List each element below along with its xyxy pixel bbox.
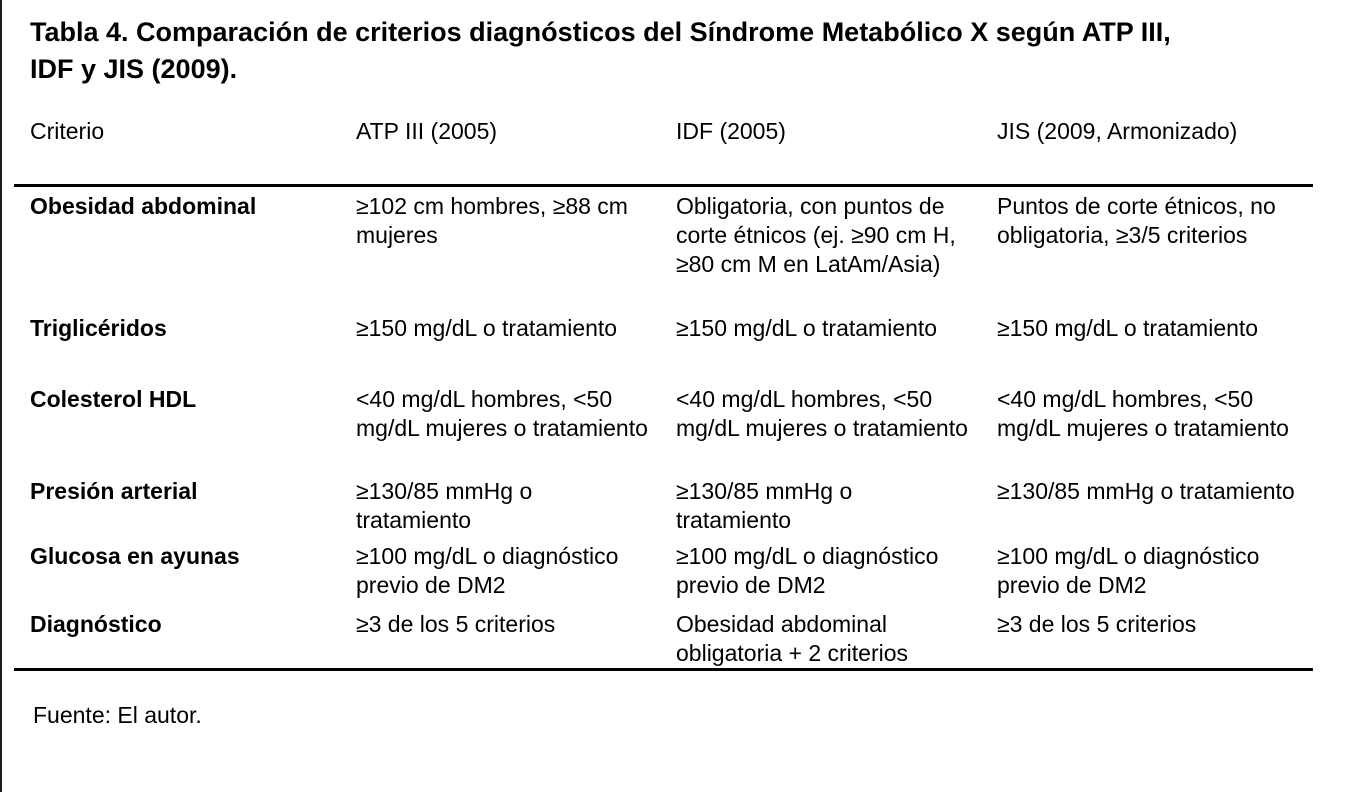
- table-row: Colesterol HDL <40 mg/dL hombres, <50 mg…: [14, 380, 1313, 472]
- comparison-table: Criterio ATP III (2005) IDF (2005) JIS (…: [14, 118, 1313, 671]
- row-label: Diagnóstico: [30, 611, 162, 637]
- column-header-criterio: Criterio: [30, 118, 105, 144]
- cell-idf: ≥130/85 mmHg o tratamiento: [676, 478, 853, 533]
- row-label: Obesidad abdominal: [30, 193, 257, 219]
- table-row: Presión arterial ≥130/85 mmHg o tratamie…: [14, 472, 1313, 537]
- row-label: Triglicéridos: [30, 315, 167, 341]
- cell-atp: <40 mg/dL hombres, <50 mg/dL mujeres o t…: [356, 386, 648, 441]
- cell-jis: ≥100 mg/dL o diagnóstico previo de DM2: [997, 543, 1260, 598]
- table-row: Triglicéridos ≥150 mg/dL o tratamiento ≥…: [14, 309, 1313, 380]
- cell-jis: <40 mg/dL hombres, <50 mg/dL mujeres o t…: [997, 386, 1289, 441]
- cell-idf: ≥150 mg/dL o tratamiento: [676, 315, 938, 341]
- table-header-row: Criterio ATP III (2005) IDF (2005) JIS (…: [14, 118, 1313, 184]
- column-header-atp: ATP III (2005): [356, 118, 498, 144]
- table-title: Tabla 4. Comparación de criterios diagnó…: [30, 14, 1330, 88]
- cell-jis: ≥130/85 mmHg o tratamiento: [997, 478, 1295, 504]
- cell-idf: Obesidad abdominal obligatoria + 2 crite…: [676, 611, 909, 666]
- row-label: Presión arterial: [30, 478, 198, 504]
- cell-idf: Obligatoria, con puntos de corte étnicos…: [676, 193, 956, 277]
- column-header-idf: IDF (2005): [676, 118, 786, 144]
- cell-atp: ≥150 mg/dL o tratamiento: [356, 315, 618, 341]
- table-title-line-2: IDF y JIS (2009).: [30, 54, 238, 84]
- cell-idf: <40 mg/dL hombres, <50 mg/dL mujeres o t…: [676, 386, 968, 441]
- source-note: Fuente: El autor.: [33, 702, 202, 728]
- table-row: Glucosa en ayunas ≥100 mg/dL o diagnósti…: [14, 537, 1313, 605]
- cell-atp: ≥130/85 mmHg o tratamiento: [356, 478, 533, 533]
- row-label: Colesterol HDL: [30, 386, 197, 412]
- table-title-line-1: Tabla 4. Comparación de criterios diagnó…: [30, 17, 1171, 47]
- cell-atp: ≥102 cm hombres, ≥88 cm mujeres: [356, 193, 628, 248]
- cell-idf: ≥100 mg/dL o diagnóstico previo de DM2: [676, 543, 939, 598]
- table-row: Obesidad abdominal ≥102 cm hombres, ≥88 …: [14, 187, 1313, 309]
- cell-atp: ≥100 mg/dL o diagnóstico previo de DM2: [356, 543, 619, 598]
- cell-jis: ≥3 de los 5 criterios: [997, 611, 1197, 637]
- cell-jis: Puntos de corte étnicos, no obligatoria,…: [997, 193, 1276, 248]
- column-header-jis: JIS (2009, Armonizado): [997, 118, 1238, 144]
- table-row: Diagnóstico ≥3 de los 5 criterios Obesid…: [14, 605, 1313, 668]
- cell-atp: ≥3 de los 5 criterios: [356, 611, 556, 637]
- table-top-rule: [14, 184, 1313, 187]
- table-bottom-rule: [14, 668, 1313, 671]
- page-left-border: [0, 0, 2, 792]
- cell-jis: ≥150 mg/dL o tratamiento: [997, 315, 1259, 341]
- row-label: Glucosa en ayunas: [30, 543, 240, 569]
